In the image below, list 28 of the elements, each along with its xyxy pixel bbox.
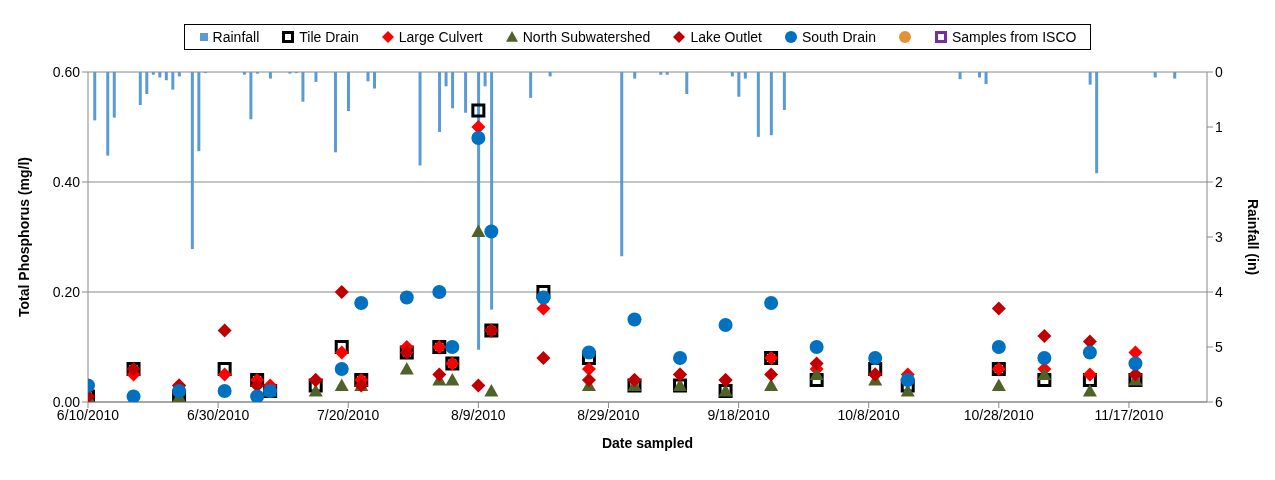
x-tick-label: 7/20/2010	[317, 406, 380, 423]
y2-tick-label: 0	[1215, 63, 1223, 80]
y-tick-label: 0.60	[52, 63, 81, 80]
legend-label: North Subwatershed	[522, 29, 651, 45]
y-tick-label: 0.40	[52, 173, 81, 190]
y2-tick-label: 6	[1215, 393, 1223, 410]
x-tick-label: 8/9/2010	[451, 406, 506, 423]
y2-tick-label: 3	[1215, 228, 1223, 245]
y2-axis-title: Rainfall (in)	[1245, 198, 1262, 276]
y2-tick-label: 4	[1215, 283, 1223, 300]
legend-label: Tile Drain	[299, 29, 359, 45]
x-axis-title: Date sampled	[601, 435, 694, 451]
legend-label: Lake Outlet	[690, 29, 762, 45]
y2-tick-label: 2	[1215, 173, 1223, 190]
y-tick-label: 0.20	[52, 283, 81, 300]
y-axis-title: Total Phosphorus (mg/l)	[15, 157, 32, 317]
legend-label: South Drain	[801, 29, 876, 45]
x-tick-label: 6/30/2010	[186, 406, 250, 423]
x-tick-label: 10/8/2010	[837, 406, 901, 423]
y2-tick-label: 1	[1215, 118, 1223, 135]
x-tick-label: 9/18/2010	[707, 406, 770, 423]
legend-label: Samples from ISCO	[951, 29, 1077, 45]
x-tick-label: 8/29/2010	[577, 406, 640, 423]
x-tick-label: 11/17/2010	[1094, 406, 1164, 423]
legend-label: Large Culvert	[398, 29, 483, 45]
x-tick-label: 10/28/2010	[963, 406, 1035, 423]
legend-label: Rainfall	[212, 29, 260, 45]
y2-tick-label: 5	[1215, 338, 1223, 355]
